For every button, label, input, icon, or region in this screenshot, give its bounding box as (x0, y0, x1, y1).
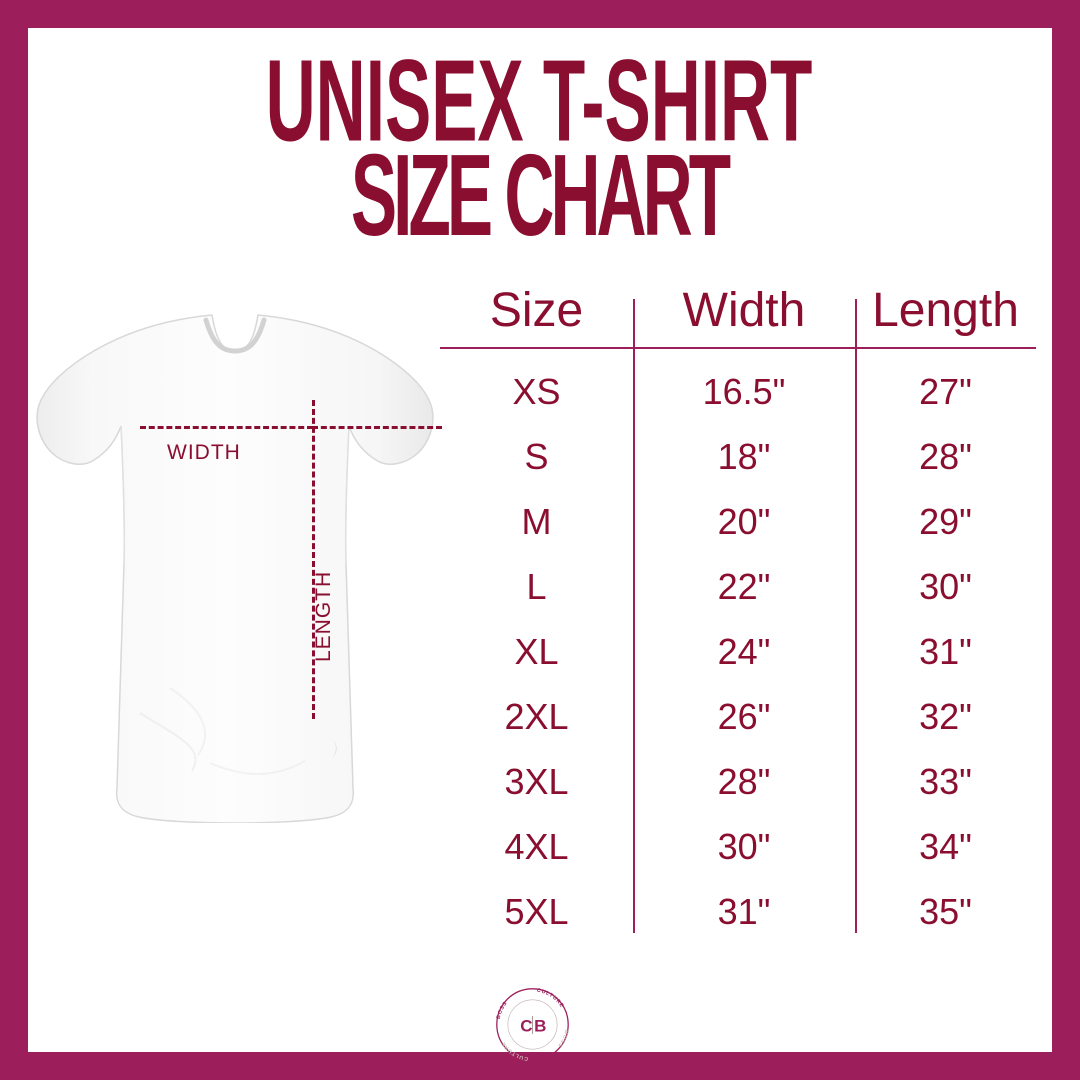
svg-text:BOSS: BOSS (556, 1029, 569, 1048)
svg-text:C: C (520, 1016, 532, 1035)
svg-text:CULTURE: CULTURE (500, 1040, 529, 1062)
svg-text:B: B (534, 1016, 546, 1035)
svg-text:BOSS: BOSS (496, 1000, 509, 1019)
svg-text:CULTURE: CULTURE (536, 988, 565, 1010)
